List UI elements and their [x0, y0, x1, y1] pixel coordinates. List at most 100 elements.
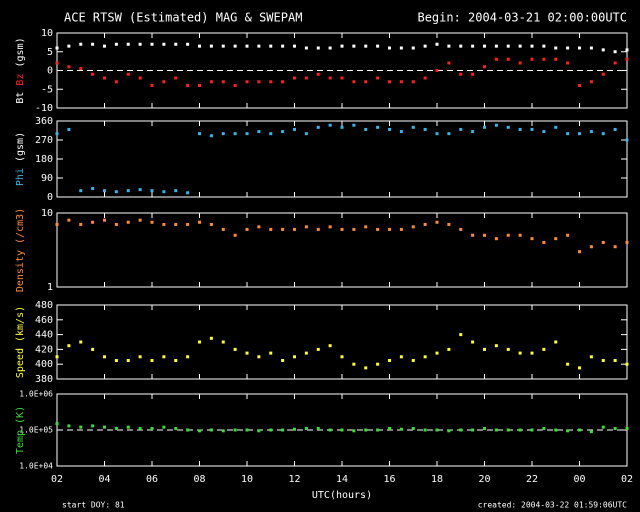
data-point [316, 46, 320, 50]
y-tick-label: 10 [41, 28, 53, 39]
data-point [67, 65, 71, 69]
data-point [257, 44, 261, 48]
y-axis-label: Temp (K) [15, 406, 26, 454]
data-point [257, 429, 261, 433]
data-point [328, 344, 332, 348]
data-point [435, 220, 439, 224]
data-point [542, 240, 546, 244]
data-point [233, 84, 237, 87]
data-point [471, 233, 475, 237]
x-tick-label: 20 [478, 474, 490, 485]
data-point [304, 427, 308, 431]
data-point [257, 355, 261, 359]
data-point [316, 72, 320, 76]
x-tick-label: 22 [526, 474, 538, 485]
data-point [221, 340, 225, 344]
data-point [613, 50, 617, 54]
data-point [55, 132, 59, 136]
y-tick-label: -10 [35, 103, 53, 114]
x-tick-label: 08 [193, 474, 205, 485]
data-point [483, 125, 486, 129]
data-point [186, 191, 190, 195]
data-point [589, 130, 593, 134]
y-tick-label: 0 [47, 192, 53, 203]
data-point [518, 428, 522, 432]
x-tick-label: 12 [288, 474, 300, 485]
data-point [316, 427, 320, 431]
data-point [162, 355, 166, 359]
data-point [376, 125, 380, 129]
data-point [114, 190, 118, 194]
data-point [578, 428, 581, 432]
y-tick-label: 0 [47, 66, 53, 77]
data-point [233, 428, 237, 432]
data-point [625, 48, 629, 52]
data-point [281, 130, 285, 134]
data-point [566, 233, 570, 237]
data-point [506, 125, 510, 129]
data-point [530, 428, 534, 432]
data-point [257, 130, 261, 134]
data-point [79, 67, 83, 71]
data-point [162, 425, 166, 429]
data-point [269, 80, 273, 84]
data-point [399, 227, 403, 231]
data-point [364, 80, 368, 84]
data-point [364, 428, 368, 432]
data-point [494, 57, 498, 61]
data-point [293, 127, 296, 131]
data-point [304, 225, 308, 229]
data-point [198, 132, 201, 136]
data-point [423, 76, 427, 80]
data-point [103, 218, 106, 222]
data-point [269, 428, 273, 432]
y-tick-label: 1 [47, 282, 53, 293]
data-point [67, 344, 71, 348]
data-point [67, 127, 71, 131]
data-point [126, 189, 130, 193]
data-point [411, 225, 415, 229]
data-point [625, 362, 629, 366]
data-point [209, 134, 213, 138]
y-axis-unit: (K) [15, 406, 26, 424]
data-point [518, 44, 522, 48]
data-point [269, 351, 273, 355]
y-tick-label: 480 [35, 300, 53, 311]
data-point [91, 72, 95, 76]
data-point [578, 366, 581, 370]
data-point [447, 347, 451, 351]
data-point [150, 84, 154, 87]
data-point [328, 76, 332, 80]
data-point [578, 46, 581, 50]
data-point [198, 429, 201, 433]
y-axis-unit: (/cm3) [15, 208, 26, 244]
data-point [245, 351, 249, 355]
data-point [601, 425, 605, 429]
y-tick-label: 5 [47, 47, 53, 58]
data-point [613, 127, 617, 131]
data-point [150, 359, 154, 362]
data-point [186, 355, 190, 359]
data-point [506, 347, 510, 351]
data-point [459, 44, 463, 48]
data-point [554, 57, 558, 61]
data-point [399, 130, 403, 134]
data-point [364, 366, 368, 370]
data-point [566, 429, 570, 433]
data-point [423, 222, 427, 226]
data-point [198, 44, 201, 48]
data-point [459, 227, 463, 231]
data-point [293, 227, 296, 231]
data-point [613, 61, 617, 65]
legend-entry: Phi [15, 168, 26, 186]
legend-entry: Density [15, 250, 26, 292]
data-point [601, 48, 605, 52]
data-point [209, 44, 213, 48]
data-point [174, 189, 178, 193]
data-point [103, 189, 106, 193]
data-point [293, 44, 296, 48]
data-point [388, 227, 391, 231]
x-tick-label: 00 [573, 474, 585, 485]
data-point [471, 130, 475, 134]
data-point [483, 233, 486, 237]
